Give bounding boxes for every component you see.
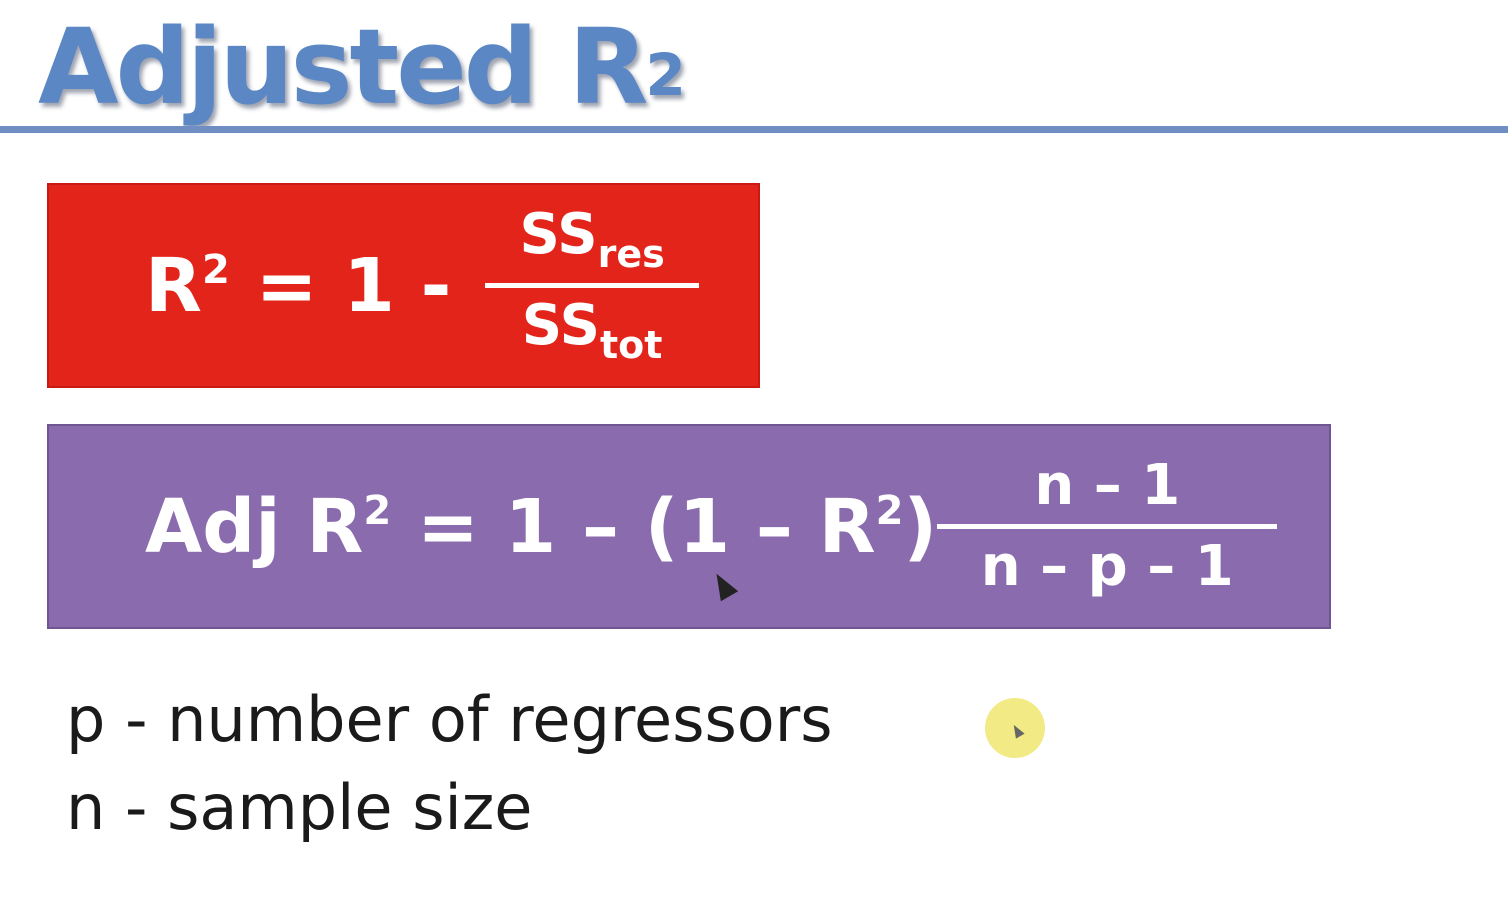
slide-title-text: Adjusted R (38, 6, 649, 128)
r-squared-lhs: R2 = 1 - (145, 243, 477, 329)
adj-fraction-bar (937, 524, 1278, 529)
adjusted-r-squared-formula-box: Adj R2 = 1 – (1 – R2) n – 1 n – p – 1 (47, 424, 1331, 629)
ss-tot-main: SS (521, 293, 600, 358)
title-underline (0, 126, 1508, 133)
adj-r-label: Adj R (145, 483, 364, 570)
adj-formula-middle: = 1 – (1 – R (391, 483, 876, 570)
r-squared-equals: = 1 - (229, 242, 478, 329)
adj-inner-superscript: 2 (875, 487, 904, 534)
slide-title: Adjusted R2 (38, 2, 686, 132)
fraction-bar (485, 283, 700, 288)
adj-r-superscript: 2 (363, 487, 392, 534)
fraction-numerator: SSres (519, 207, 665, 276)
ss-tot-subscript: tot (599, 323, 663, 367)
adj-formula-close-paren: ) (903, 483, 938, 570)
r-symbol: R (145, 242, 202, 329)
adj-fraction: n – 1 n – p – 1 (937, 453, 1278, 599)
adj-formula-lhs: Adj R2 = 1 – (1 – R2) (145, 484, 937, 570)
variable-definitions: p - number of regressors n - sample size (66, 676, 833, 852)
definition-p: p - number of regressors (66, 683, 833, 756)
slide-title-superscript: 2 (645, 41, 686, 109)
r-squared-fraction: SSres SStot (485, 207, 700, 367)
r-squared-formula-box: R2 = 1 - SSres SStot (47, 183, 760, 388)
adj-fraction-denominator: n – p – 1 (980, 534, 1234, 599)
definition-n: n - sample size (66, 771, 533, 844)
fraction-denominator: SStot (522, 298, 663, 367)
ss-res-subscript: res (597, 232, 665, 276)
adj-fraction-numerator: n – 1 (1034, 453, 1181, 518)
r-superscript: 2 (201, 246, 230, 293)
cursor-highlight-circle (985, 698, 1045, 758)
ss-res-main: SS (519, 202, 598, 267)
